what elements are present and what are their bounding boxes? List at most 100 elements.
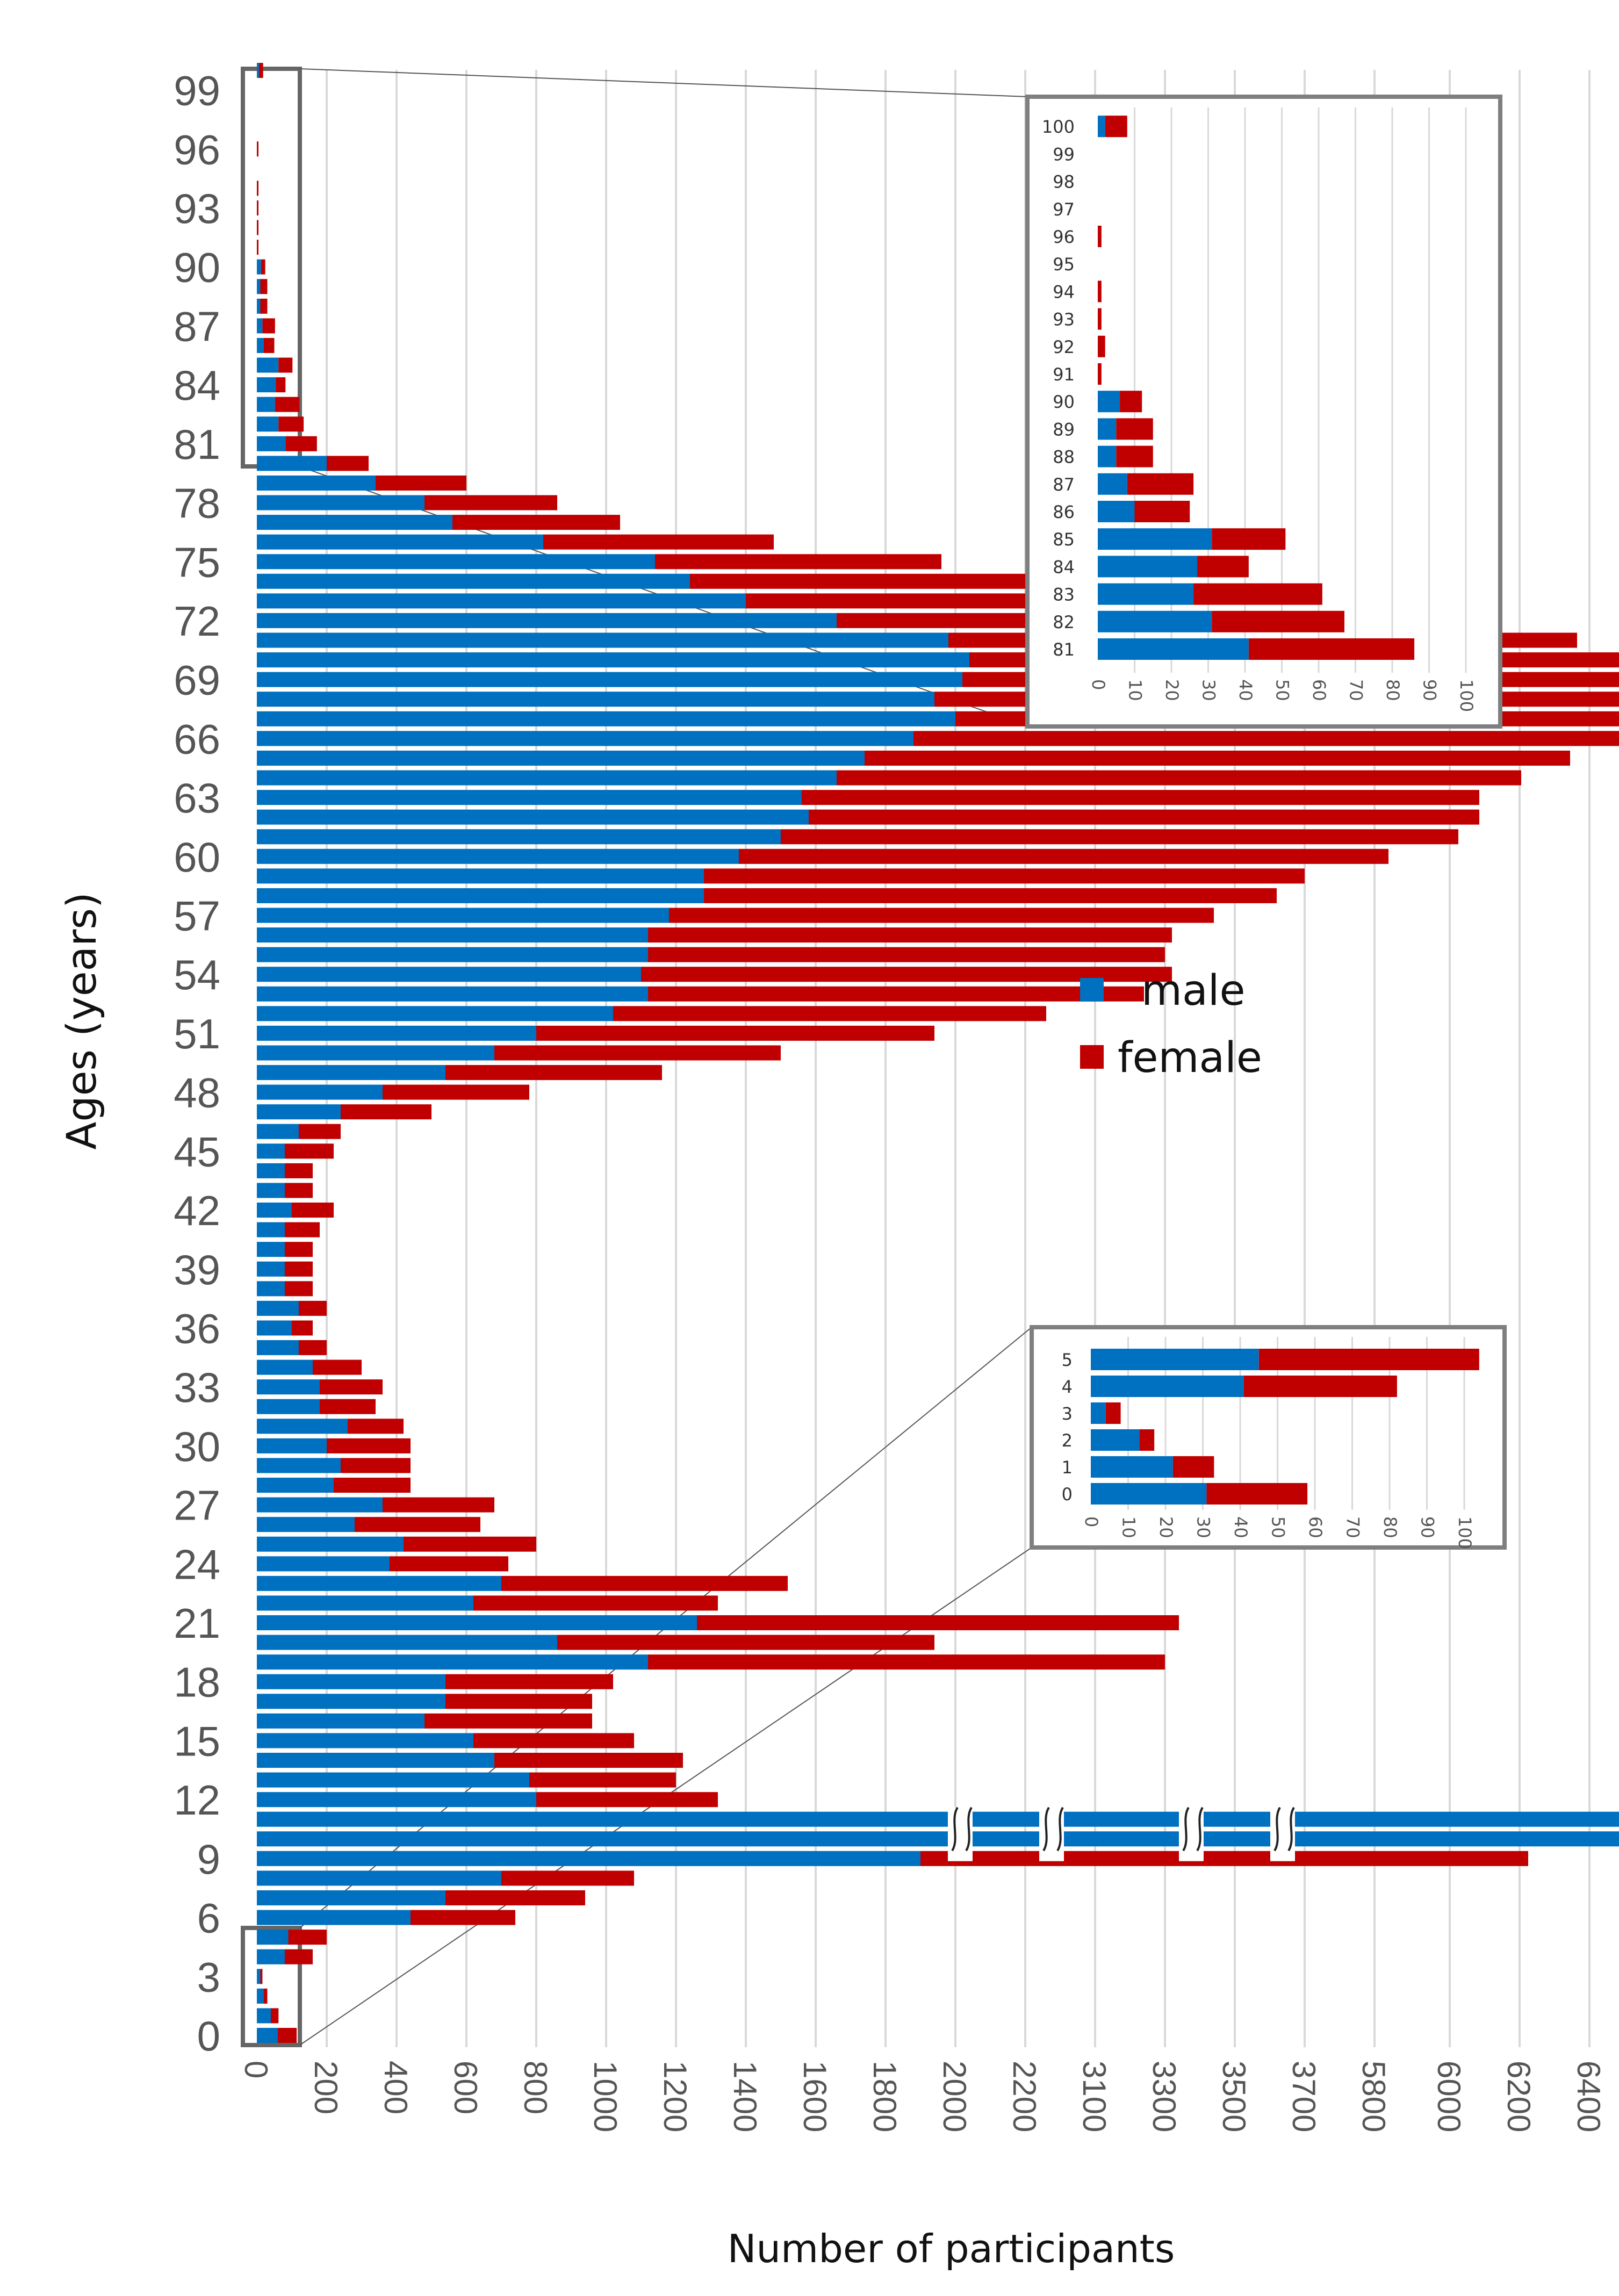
y-tick-label: 60 [174, 833, 220, 881]
inset-bar-female [1098, 363, 1102, 385]
inset-y-tick: 4 [1062, 1377, 1073, 1397]
y-tick-label: 75 [174, 538, 220, 586]
bar-male-age-48 [257, 1084, 383, 1100]
bar-male-age-21 [257, 1615, 697, 1631]
bar-female-age-66 [913, 731, 1619, 746]
inset-x-tick: 60 [1309, 679, 1329, 701]
x-tick-label: 1600 [797, 2061, 833, 2132]
bar-female-age-21 [697, 1615, 1179, 1631]
bar-male-age-38 [257, 1281, 285, 1297]
zoom-box-young-ages [241, 1926, 302, 2047]
y-tick-label: 18 [174, 1659, 220, 1706]
bar-male-age-64 [257, 770, 837, 786]
bar-female-age-15 [473, 1733, 634, 1748]
inset-bar-female [1098, 335, 1105, 357]
inset-bar-male [1098, 418, 1117, 440]
y-tick-label: 99 [174, 67, 220, 114]
bar-male-age-27 [257, 1497, 383, 1513]
x-tick-label: 1800 [867, 2061, 903, 2132]
bar-male-age-15 [257, 1733, 473, 1748]
bar-female-age-8 [501, 1870, 634, 1886]
inset-bar-female [1212, 610, 1344, 632]
y-tick-label: 9 [197, 1836, 220, 1883]
bar-female-age-58 [704, 888, 1277, 903]
inset-bar-male [1098, 638, 1249, 660]
bar-female-age-33 [320, 1379, 383, 1395]
inset-x-tick: 0 [1088, 679, 1109, 690]
bar-female-age-26 [355, 1517, 480, 1532]
x-tick-label: 1200 [657, 2061, 693, 2132]
bar-female-age-25 [404, 1536, 536, 1552]
bar-male-age-3 [257, 1969, 261, 1984]
bar-male-age-14 [257, 1753, 494, 1768]
bar-female-age-32 [320, 1399, 376, 1414]
bar-male-age-46 [257, 1124, 299, 1139]
inset-y-tick: 87 [1053, 474, 1075, 495]
inset-x-tick: 90 [1417, 1516, 1438, 1538]
x-tick-label: 6200 [1501, 2061, 1537, 2132]
inset-x-tick: 100 [1456, 679, 1477, 712]
bar-male-age-28 [257, 1478, 334, 1493]
inset-bar-male [1098, 528, 1212, 550]
bar-female-age-31 [348, 1419, 404, 1434]
x-tick-label: 3300 [1146, 2061, 1182, 2132]
bar-female-age-59 [704, 868, 1305, 884]
bar-male-age-34 [257, 1359, 313, 1375]
bar-female-age-38 [285, 1281, 313, 1297]
inset-y-tick: 84 [1053, 557, 1075, 577]
y-tick-label: 6 [197, 1895, 220, 1942]
bar-female-age-35 [299, 1340, 327, 1356]
bar-male-age-4 [257, 1949, 285, 1964]
bar-male-age-44 [257, 1163, 285, 1178]
inset-bar-female [1105, 116, 1127, 138]
bar-male-age-78 [257, 495, 424, 510]
bar-female-age-47 [341, 1104, 431, 1120]
bar-male-age-18 [257, 1674, 445, 1689]
bar-male-age-77 [257, 515, 452, 530]
bar-male-age-63 [257, 790, 802, 805]
bar-female-age-76 [543, 534, 774, 550]
bar-male-age-58 [257, 888, 704, 903]
bar-male-age-24 [257, 1556, 390, 1572]
bar-male-age-72 [257, 613, 837, 628]
bar-female-age-81 [285, 436, 317, 451]
y-tick-label: 84 [174, 362, 220, 409]
inset-y-tick: 99 [1053, 144, 1075, 164]
bar-female-age-86 [264, 337, 275, 353]
inset-y-tick: 89 [1053, 419, 1075, 440]
inset-bar-female [1098, 308, 1102, 330]
inset-bar-male [1091, 1456, 1173, 1478]
bar-male-age-31 [257, 1419, 348, 1434]
bar-male-age-20 [257, 1635, 557, 1650]
bar-male-age-47 [257, 1104, 341, 1120]
bar-female-age-16 [424, 1713, 592, 1729]
x-tick-label: 2000 [937, 2061, 973, 2132]
y-tick-label: 63 [174, 774, 220, 822]
bar-female-age-79 [376, 475, 466, 491]
bar-male-age-86 [257, 337, 264, 353]
x-tick-label: 2200 [1006, 2061, 1042, 2132]
bar-female-age-93 [257, 200, 258, 215]
bar-female-age-92 [257, 220, 258, 235]
bar-female-age-40 [285, 1242, 313, 1257]
inset-bar-male [1098, 473, 1127, 495]
bar-female-age-23 [501, 1575, 788, 1591]
inset-bar-male [1091, 1402, 1106, 1424]
inset-bar-female [1206, 1483, 1308, 1505]
bar-male-age-37 [257, 1300, 299, 1316]
y-tick-label: 0 [197, 2012, 220, 2060]
legend-swatch-female [1080, 1045, 1104, 1069]
inset-y-tick: 98 [1053, 172, 1075, 192]
inset-x-tick: 50 [1272, 679, 1293, 701]
inset-y-tick: 1 [1062, 1457, 1073, 1478]
bar-male-age-82 [257, 416, 279, 432]
bar-male-age-0 [257, 2028, 278, 2043]
bar-male-age-40 [257, 1242, 285, 1257]
bar-female-age-60 [739, 848, 1388, 864]
bar-female-age-46 [299, 1124, 341, 1139]
inset-bar-female [1120, 391, 1142, 413]
bar-male-age-74 [257, 573, 690, 589]
inset-y-tick: 2 [1062, 1430, 1073, 1451]
bar-male-age-51 [257, 1025, 536, 1041]
y-tick-label: 90 [174, 244, 220, 291]
